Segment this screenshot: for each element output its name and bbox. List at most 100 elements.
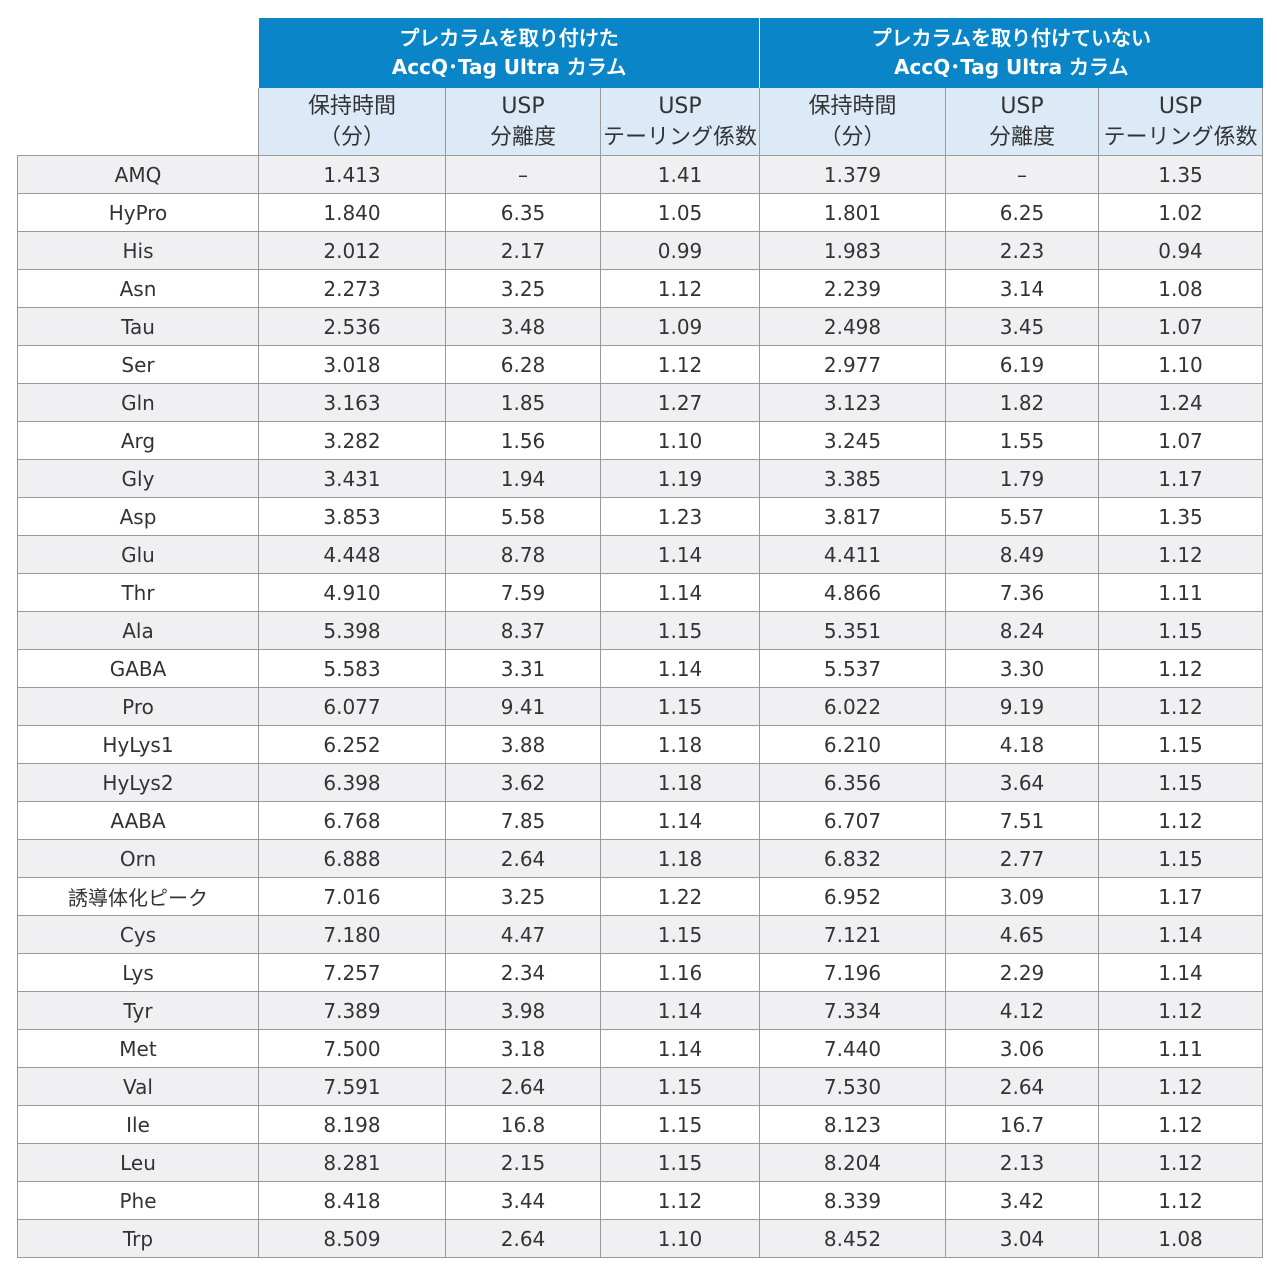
value-cell: 0.94 (1098, 231, 1263, 270)
value-cell: 6.25 (945, 193, 1099, 232)
value-cell: 3.14 (945, 269, 1099, 308)
value-cell: 4.18 (945, 725, 1099, 764)
table-row: AMQ 1.413–1.41 1.379–1.35 (17, 155, 1263, 194)
value-cell: 7.500 (258, 1029, 446, 1068)
value-cell: 1.11 (1098, 1029, 1263, 1068)
value-cell: 4.411 (759, 535, 946, 574)
table-row: Gly 3.431 1.94 1.19 3.385 1.79 1.17 (17, 459, 1263, 498)
table-row: Phe 8.418 3.44 1.12 8.339 3.42 1.12 (17, 1181, 1263, 1220)
value-cell: 1.07 (1098, 307, 1263, 346)
retention-time-header: 保持時間 （分） (258, 88, 446, 156)
value-cell: 8.509 (258, 1219, 446, 1258)
value-cell: 5.583 (258, 649, 446, 688)
compound-name-cell: Pro (17, 687, 259, 726)
group-header-with-precolumn: プレカラムを取り付けた AccQ･Tag Ultra カラム (258, 18, 760, 88)
value-cell: 2.64 (445, 1067, 601, 1106)
value-cell: 6.707 (759, 801, 946, 840)
table-row: GABA 5.583 3.31 1.14 5.537 3.30 1.12 (17, 649, 1263, 688)
value-cell: 3.817 (759, 497, 946, 536)
value-cell: 9.19 (945, 687, 1099, 726)
table-body: AMQ 1.413–1.41 1.379–1.35 HyPro 1.840 6.35 1.0… (17, 155, 1263, 1258)
value-cell: 1.983 (759, 231, 946, 270)
value-cell: 6.768 (258, 801, 446, 840)
compound-name-cell: HyLys2 (17, 763, 259, 802)
value-cell: 1.15 (1098, 611, 1263, 650)
value-cell: 1.41 (600, 155, 760, 194)
value-cell: 7.389 (258, 991, 446, 1030)
value-cell: 3.385 (759, 459, 946, 498)
table-row: Arg 3.282 1.56 1.10 3.245 1.55 1.07 (17, 421, 1263, 460)
table-row: Orn 6.888 2.64 1.18 6.832 2.77 1.15 (17, 839, 1263, 878)
value-cell: 1.85 (445, 383, 601, 422)
table-row: Trp 8.509 2.64 1.10 8.452 3.04 1.08 (17, 1219, 1263, 1258)
value-cell: 1.18 (600, 725, 760, 764)
value-cell: 2.17 (445, 231, 601, 270)
compound-name-cell: Arg (17, 421, 259, 460)
value-cell: 9.41 (445, 687, 601, 726)
value-cell: 1.16 (600, 953, 760, 992)
compound-name-cell: Phe (17, 1181, 259, 1220)
value-cell: 6.888 (258, 839, 446, 878)
value-cell: 2.977 (759, 345, 946, 384)
value-cell: 2.536 (258, 307, 446, 346)
value-cell: 2.273 (258, 269, 446, 308)
value-cell: 2.13 (945, 1143, 1099, 1182)
value-cell: 1.12 (1098, 1181, 1263, 1220)
value-cell: 8.37 (445, 611, 601, 650)
group-header-without-precolumn: プレカラムを取り付けていない AccQ･Tag Ultra カラム (759, 18, 1263, 88)
value-cell: 7.440 (759, 1029, 946, 1068)
table-row: 誘導体化ピーク 7.016 3.25 1.22 6.952 3.09 1.17 (17, 877, 1263, 916)
value-cell: 1.10 (600, 421, 760, 460)
compound-name-cell: Trp (17, 1219, 259, 1258)
value-cell: 7.591 (258, 1067, 446, 1106)
value-cell: 8.452 (759, 1219, 946, 1258)
value-cell: 1.10 (600, 1219, 760, 1258)
value-cell: 2.64 (445, 839, 601, 878)
value-cell: 8.418 (258, 1181, 446, 1220)
blank-corner (17, 18, 259, 88)
value-cell: 1.17 (1098, 459, 1263, 498)
compound-name-cell: Cys (17, 915, 259, 954)
value-cell: 3.31 (445, 649, 601, 688)
value-cell: 3.62 (445, 763, 601, 802)
compound-name-cell: Tau (17, 307, 259, 346)
compound-name-cell: Met (17, 1029, 259, 1068)
compound-name-cell: Ser (17, 345, 259, 384)
value-cell: 1.15 (600, 1067, 760, 1106)
value-cell: 1.12 (1098, 991, 1263, 1030)
value-cell: 1.19 (600, 459, 760, 498)
value-cell: – (945, 155, 1099, 194)
value-cell: 1.02 (1098, 193, 1263, 232)
value-cell: 1.10 (1098, 345, 1263, 384)
value-cell: 7.59 (445, 573, 601, 612)
compound-name-cell: Ala (17, 611, 259, 650)
value-cell: 8.281 (258, 1143, 446, 1182)
value-cell: 7.36 (945, 573, 1099, 612)
value-cell: 2.012 (258, 231, 446, 270)
value-cell: 3.853 (258, 497, 446, 536)
table-row: Tyr 7.389 3.98 1.14 7.334 4.12 1.12 (17, 991, 1263, 1030)
value-cell: 3.18 (445, 1029, 601, 1068)
subheader-row: 保持時間 （分） USP 分離度 USP テーリング係数 保持時間 （分） USP 分離… (17, 88, 1263, 156)
value-cell: 6.35 (445, 193, 601, 232)
value-cell: 3.431 (258, 459, 446, 498)
compound-name-cell: Glu (17, 535, 259, 574)
value-cell: 3.48 (445, 307, 601, 346)
value-cell: 1.12 (1098, 535, 1263, 574)
value-cell: 5.398 (258, 611, 446, 650)
blank-corner-sub (17, 88, 259, 156)
value-cell: 3.06 (945, 1029, 1099, 1068)
value-cell: 8.339 (759, 1181, 946, 1220)
value-cell: 8.204 (759, 1143, 946, 1182)
compound-name-cell: HyLys1 (17, 725, 259, 764)
value-cell: 8.198 (258, 1105, 446, 1144)
value-cell: 7.121 (759, 915, 946, 954)
group-header-row: プレカラムを取り付けた AccQ･Tag Ultra カラム プレカラムを取り付… (17, 18, 1263, 88)
value-cell: 1.12 (1098, 1067, 1263, 1106)
value-cell: 6.356 (759, 763, 946, 802)
value-cell: 2.498 (759, 307, 946, 346)
value-cell: 6.19 (945, 345, 1099, 384)
value-cell: 5.58 (445, 497, 601, 536)
compound-name-cell: Orn (17, 839, 259, 878)
value-cell: 1.17 (1098, 877, 1263, 916)
